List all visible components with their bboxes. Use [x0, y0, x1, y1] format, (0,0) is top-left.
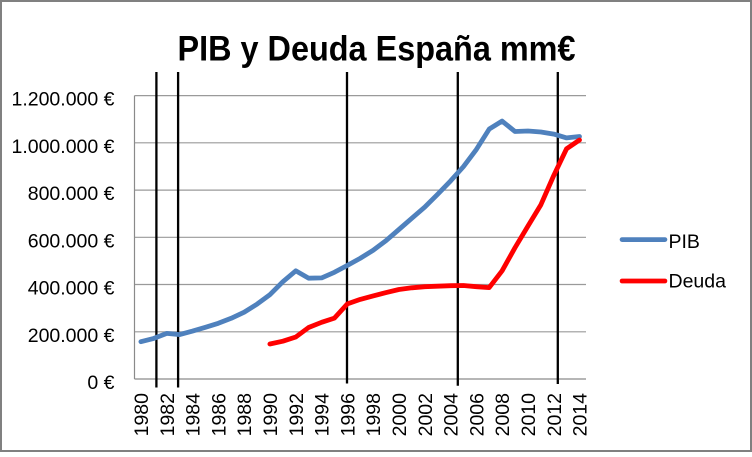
svg-text:2004: 2004 — [441, 393, 463, 437]
svg-text:400.000 €: 400.000 € — [28, 278, 115, 300]
svg-text:2008: 2008 — [492, 393, 514, 436]
svg-text:2010: 2010 — [518, 393, 540, 437]
svg-text:600.000 €: 600.000 € — [28, 230, 115, 252]
svg-text:800.000 €: 800.000 € — [28, 183, 115, 205]
svg-text:1996: 1996 — [338, 393, 360, 436]
svg-text:1992: 1992 — [286, 393, 308, 436]
svg-text:1.200.000 €: 1.200.000 € — [11, 89, 114, 111]
svg-text:1984: 1984 — [183, 393, 205, 437]
svg-text:1998: 1998 — [363, 393, 385, 436]
svg-text:2002: 2002 — [415, 393, 437, 436]
svg-text:PIB: PIB — [669, 231, 700, 253]
svg-text:1990: 1990 — [260, 393, 282, 437]
svg-text:1.000.000 €: 1.000.000 € — [11, 136, 114, 158]
svg-text:1986: 1986 — [208, 393, 230, 436]
svg-text:1980: 1980 — [131, 393, 153, 437]
svg-text:2006: 2006 — [467, 393, 489, 436]
svg-text:PIB y Deuda España mm€: PIB y Deuda España mm€ — [178, 29, 576, 69]
svg-text:1982: 1982 — [157, 393, 179, 436]
svg-text:0 €: 0 € — [87, 372, 114, 394]
svg-text:2000: 2000 — [389, 393, 411, 437]
svg-text:1994: 1994 — [312, 393, 334, 437]
svg-text:1988: 1988 — [234, 393, 256, 436]
svg-text:200.000 €: 200.000 € — [28, 325, 115, 347]
svg-text:2014: 2014 — [570, 393, 592, 437]
svg-text:2012: 2012 — [544, 393, 566, 436]
svg-text:Deuda: Deuda — [669, 271, 727, 293]
